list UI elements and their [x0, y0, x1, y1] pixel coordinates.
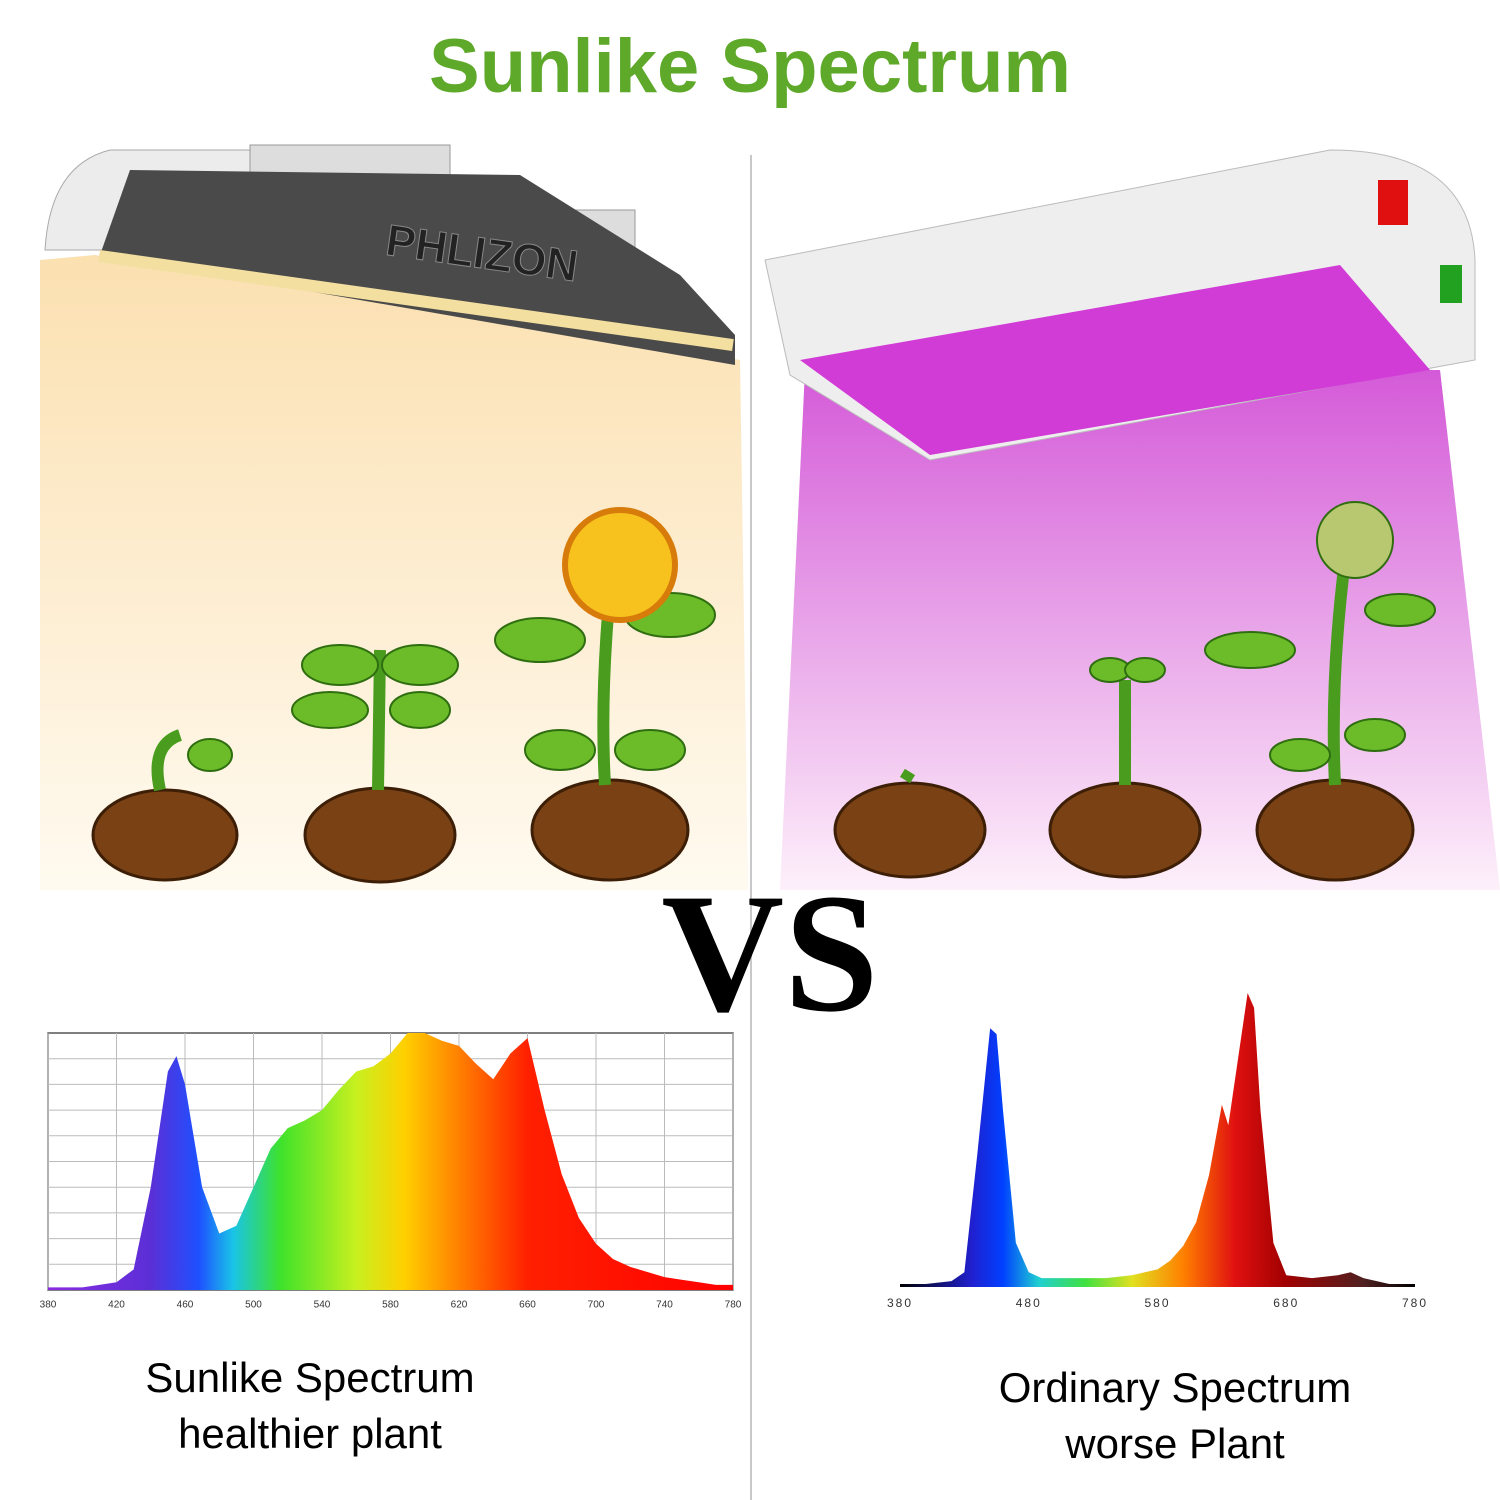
spectrum-area: [48, 1033, 733, 1290]
x-tick-label: 480: [1016, 1296, 1042, 1310]
x-tick-label: 540: [314, 1300, 331, 1311]
x-tick-label: 780: [725, 1300, 742, 1311]
x-tick-label: 500: [245, 1300, 262, 1311]
leaves: [187, 501, 1436, 772]
sunflower: [562, 507, 678, 623]
caption: Ordinary Spectrum: [999, 1364, 1351, 1411]
vs-label: VS: [661, 859, 878, 1047]
spectrum-area: [900, 993, 1415, 1287]
charts: 380 420 460 500 540 580 620 660 700 740 780 380 480 5…: [40, 993, 1428, 1311]
x-tick-label: 460: [177, 1300, 194, 1311]
title: Sunlike Spectrum: [429, 24, 1071, 109]
x-tick-label: 380: [40, 1300, 57, 1311]
stems: [151, 559, 1351, 792]
caption: healthier plant: [178, 1410, 442, 1457]
x-tick-label: 660: [519, 1300, 536, 1311]
x-tick-label: 740: [656, 1300, 673, 1311]
x-tick-label: 580: [1144, 1296, 1170, 1310]
caption: Sunlike Spectrum: [145, 1354, 474, 1401]
x-tick-label: 380: [887, 1296, 913, 1310]
x-tick-label: 620: [451, 1300, 468, 1311]
x-tick-label: 680: [1273, 1296, 1299, 1310]
x-tick-label: 580: [382, 1300, 399, 1311]
grow-light-right: [764, 149, 1476, 461]
caption: worse Plant: [1064, 1420, 1285, 1467]
x-tick-label: 420: [108, 1300, 125, 1311]
grow-light-left: PHLIZON: [44, 144, 735, 365]
x-tick-label: 700: [588, 1300, 605, 1311]
x-tick-label: 780: [1402, 1296, 1428, 1310]
